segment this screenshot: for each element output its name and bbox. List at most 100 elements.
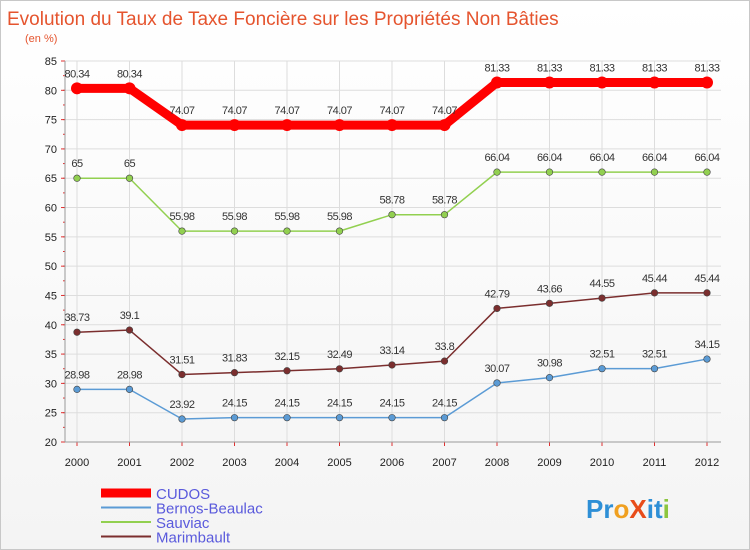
data-point-marimbault [388, 361, 396, 369]
data-label-bernos-beaulac: 30.07 [484, 363, 509, 375]
data-label-bernos-beaulac: 32.51 [589, 349, 614, 361]
y-tick-label: 20 [45, 437, 57, 449]
logo-letter: o [613, 494, 629, 524]
y-tick-label: 40 [45, 320, 57, 332]
x-tick-label: 2011 [643, 457, 667, 469]
data-label-bernos-beaulac: 23.92 [169, 399, 194, 411]
data-point-cudos [228, 119, 241, 132]
logo-letter: i [647, 494, 654, 524]
data-label-bernos-beaulac: 24.15 [432, 398, 457, 410]
y-tick-label: 60 [45, 203, 57, 215]
data-point-bernos-beaulac [650, 365, 659, 373]
data-point-cudos [648, 76, 661, 89]
data-point-cudos [176, 119, 188, 132]
data-label-sauviac: 66.04 [589, 152, 614, 164]
data-label-sauviac: 66.04 [484, 152, 509, 164]
data-point-cudos [386, 119, 398, 132]
data-label-cudos: 74.07 [327, 105, 352, 117]
data-label-cudos: 74.07 [274, 105, 299, 117]
data-point-marimbault [230, 369, 239, 377]
x-tick-label: 2002 [170, 457, 194, 469]
data-label-cudos: 81.33 [537, 63, 562, 75]
x-tick-label: 2004 [275, 457, 299, 469]
data-label-bernos-beaulac: 28.98 [117, 369, 142, 381]
y-tick-label: 35 [45, 349, 57, 361]
data-label-marimbault: 33.8 [435, 341, 455, 353]
data-point-cudos [71, 82, 83, 95]
data-point-cudos [438, 119, 451, 132]
y-tick-label: 85 [45, 56, 57, 68]
data-label-sauviac: 55.98 [327, 211, 352, 223]
data-label-marimbault: 42.79 [484, 288, 509, 300]
data-label-marimbault: 32.49 [327, 349, 352, 361]
data-label-sauviac: 66.04 [537, 152, 562, 164]
data-label-marimbault: 45.44 [694, 273, 719, 285]
data-point-sauviac [598, 168, 606, 176]
data-point-cudos [596, 76, 608, 89]
data-point-sauviac [283, 227, 291, 235]
data-point-bernos-beaulac [73, 385, 81, 393]
y-tick-label: 70 [45, 144, 57, 156]
data-label-cudos: 74.07 [222, 105, 247, 117]
data-label-bernos-beaulac: 24.15 [274, 398, 299, 410]
data-label-cudos: 81.33 [589, 63, 614, 75]
data-point-cudos [491, 76, 503, 89]
x-tick-label: 2009 [537, 457, 561, 469]
chart-title: Evolution du Taux de Taxe Foncière sur l… [7, 9, 559, 30]
data-label-sauviac: 55.98 [169, 211, 194, 223]
data-point-sauviac [703, 168, 711, 176]
data-label-sauviac: 55.98 [274, 211, 299, 223]
data-point-sauviac [388, 211, 396, 219]
data-label-cudos: 74.07 [169, 105, 194, 117]
series-lines [71, 76, 713, 423]
data-point-sauviac [125, 174, 134, 182]
y-tick-label: 65 [45, 173, 57, 185]
grid [65, 60, 721, 443]
data-label-bernos-beaulac: 24.15 [222, 398, 247, 410]
data-point-bernos-beaulac [125, 385, 134, 393]
proxiti-logo-text: ProXiti [586, 494, 670, 524]
data-point-sauviac [73, 174, 81, 182]
data-label-marimbault: 31.83 [222, 353, 247, 365]
data-label-sauviac: 65 [71, 158, 83, 170]
data-point-bernos-beaulac [545, 374, 554, 382]
data-point-bernos-beaulac [388, 414, 396, 422]
logo-letter: P [586, 494, 603, 524]
x-tick-label: 2010 [590, 457, 614, 469]
data-label-marimbault: 32.15 [274, 351, 299, 363]
x-tick-label: 2000 [65, 457, 89, 469]
data-point-marimbault [73, 328, 81, 336]
data-label-cudos: 81.33 [642, 63, 667, 75]
data-label-marimbault: 31.51 [169, 355, 194, 367]
data-label-marimbault: 33.14 [379, 345, 404, 357]
data-point-marimbault [493, 304, 501, 313]
data-point-bernos-beaulac [230, 414, 239, 422]
y-tick-label: 55 [45, 232, 57, 244]
data-point-cudos [123, 82, 136, 95]
data-label-bernos-beaulac: 34.15 [694, 339, 719, 351]
y-tick-label: 25 [45, 408, 57, 420]
data-label-cudos: 80.34 [64, 68, 89, 80]
data-label-cudos: 74.07 [432, 105, 457, 117]
proxiti-logo: ProXiti [586, 494, 670, 524]
data-point-bernos-beaulac [283, 414, 291, 422]
y-tick-label: 75 [45, 115, 57, 127]
data-point-marimbault [335, 365, 344, 373]
data-point-cudos [543, 76, 556, 89]
data-label-sauviac: 66.04 [694, 152, 719, 164]
y-tick-label: 80 [45, 85, 57, 97]
legend-label-marimbault: Marimbault [156, 530, 231, 547]
data-point-marimbault [650, 289, 659, 297]
data-point-marimbault [440, 357, 449, 365]
data-point-bernos-beaulac [493, 379, 501, 387]
x-tick-label: 2003 [222, 457, 246, 469]
data-point-marimbault [598, 294, 606, 302]
data-label-bernos-beaulac: 24.15 [327, 398, 352, 410]
x-tick-label: 2005 [327, 457, 351, 469]
data-label-sauviac: 65 [124, 158, 136, 170]
data-label-marimbault: 44.55 [589, 278, 614, 290]
data-point-sauviac [493, 168, 501, 176]
